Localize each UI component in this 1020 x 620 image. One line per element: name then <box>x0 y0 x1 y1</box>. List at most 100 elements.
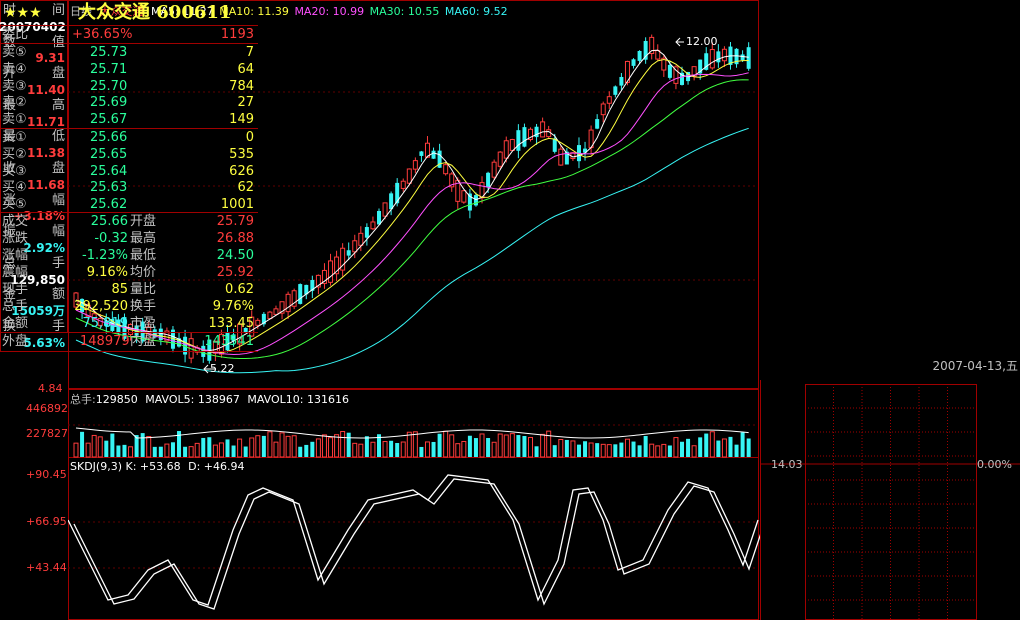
ask-price: 25.73 <box>90 45 128 60</box>
stat-row: 金额 75,819 市盈 133.45 <box>0 315 258 332</box>
bid-row: 买① 25.66 0 <box>0 129 258 146</box>
volume-bar <box>588 442 594 458</box>
candle-body <box>279 301 285 314</box>
volume-bar <box>389 440 394 457</box>
left-value: 20070402 <box>0 19 66 34</box>
volume-bar <box>321 434 327 458</box>
candle-body <box>746 47 751 69</box>
kline-chart[interactable]: 12.00 5.22 <box>68 0 760 620</box>
moving-average-lines <box>75 49 749 374</box>
left-value: 5.63% <box>23 335 65 350</box>
volume-bar <box>534 446 539 457</box>
volume-bar <box>377 434 381 457</box>
volume-bar <box>243 446 248 457</box>
candle-body <box>170 329 175 349</box>
ma5-label: MA5: 11.27 <box>151 5 214 18</box>
outer-inner-row: 外盘 148979 内盘 143541 <box>0 333 258 350</box>
bid-row: 买② 25.65 535 <box>0 146 258 163</box>
stock-title: 大众交通 <box>99 5 144 18</box>
stat-label-right: 开盘 <box>130 214 157 229</box>
volume-bar <box>400 441 406 458</box>
left-label-a: 数 <box>3 35 16 51</box>
volume-bar <box>194 442 200 458</box>
volume-bar <box>552 445 557 457</box>
bid-row: 买④ 25.63 62 <box>0 179 258 196</box>
stat-label-right: 量比 <box>130 282 157 297</box>
volume-bar <box>606 444 612 458</box>
left-value: 11.40 <box>27 83 65 97</box>
volume-legend: 总手:129850 MAVOL5: 138967 MAVOL10: 131616 <box>70 391 349 407</box>
ask-label: 卖③ <box>2 78 27 94</box>
stat-value-left: 292,520 <box>74 299 128 314</box>
left-field-label: 最低 <box>1 129 67 145</box>
high-marker: 12.00 <box>675 35 718 48</box>
left-field-label: 收盘 <box>1 161 67 177</box>
ask-label: 卖① <box>2 112 27 128</box>
ma30-label: MA30: 10.55 <box>369 5 440 18</box>
volume-bar <box>479 433 485 458</box>
bid-price: 25.66 <box>90 130 128 145</box>
stat-value-left: 25.66 <box>90 214 128 229</box>
left-label-a: 收 <box>3 161 17 176</box>
stat-label-left: 总手 <box>2 299 29 314</box>
candle-body <box>522 127 527 147</box>
left-label-b: 间 <box>51 3 65 18</box>
left-value: 15059万 <box>11 304 65 319</box>
stat-value-right: 25.79 <box>216 214 254 229</box>
volume-bar <box>624 438 630 458</box>
intraday-mini-chart[interactable]: 14.03 0.00% <box>760 380 1020 620</box>
bid-price: 25.63 <box>90 180 128 196</box>
candle-body <box>606 96 612 104</box>
volume-bar <box>237 438 243 458</box>
volume-bar <box>728 436 733 457</box>
left-label-a: 振 <box>3 224 17 240</box>
volume-bar <box>85 442 91 458</box>
candle-body <box>158 328 163 341</box>
bid-label: 买④ <box>2 180 27 196</box>
candle-body <box>673 66 679 84</box>
bid-volume: 0 <box>245 130 254 145</box>
volume-bar <box>382 441 388 458</box>
bid-price: 25.64 <box>90 163 128 179</box>
volume-bar <box>449 434 455 458</box>
left-label-b: 手 <box>51 255 65 271</box>
candle-body <box>340 247 346 271</box>
skdj-d-line <box>73 478 760 610</box>
candle-body <box>134 325 139 336</box>
volume-bar <box>709 431 715 458</box>
stat-value-right: 0.62 <box>225 282 254 297</box>
volume-bar <box>412 431 418 458</box>
volume-bar <box>637 445 642 457</box>
skdj-y-2: +66.95 <box>26 515 67 528</box>
candle-body <box>255 319 261 326</box>
skdj-lines <box>68 474 760 610</box>
volume-y-top: 446892 <box>26 402 68 415</box>
candle-body <box>461 190 467 203</box>
left-field-label: 振幅 <box>1 224 67 240</box>
candle-body <box>352 240 358 253</box>
candle-body <box>631 59 636 66</box>
bid-volume: 1001 <box>220 197 254 213</box>
volume-bar <box>716 440 721 457</box>
candle-body <box>389 193 394 210</box>
volume-bar <box>255 435 261 458</box>
outer-value: 148979 <box>80 334 130 349</box>
volume-bar <box>558 438 564 458</box>
volume-bar <box>600 443 606 458</box>
volume-bar <box>595 443 600 457</box>
volume-bar <box>528 436 533 458</box>
candle-body <box>267 311 273 320</box>
left-label-b: 高 <box>51 97 65 113</box>
volume-bar <box>73 442 79 458</box>
candle-body <box>218 333 224 355</box>
left-field-value: 11.71 <box>1 114 67 130</box>
ask-row: 卖④ 25.71 64 <box>0 61 258 78</box>
stat-value-left: 75,819 <box>82 316 129 331</box>
stat-row: 成交 25.66 开盘 25.79 <box>0 213 258 230</box>
skdj-name: SKDJ(9,3) <box>70 460 122 473</box>
candle-body <box>400 180 406 189</box>
left-field-value: 11.68 <box>1 177 67 193</box>
left-label-a: 开 <box>3 66 17 82</box>
candle-body <box>680 72 684 85</box>
candle-body <box>698 59 703 74</box>
